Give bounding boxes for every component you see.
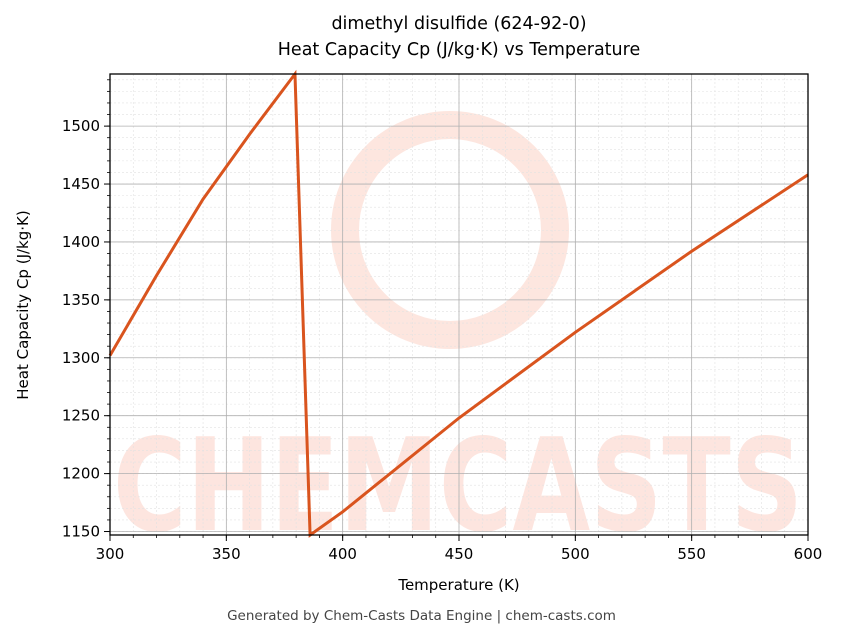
x-tick-label: 350: [212, 545, 241, 563]
axes-frame: [109, 73, 809, 536]
y-tick-label: 1300: [62, 349, 100, 367]
y-tick-label: 1150: [62, 523, 100, 541]
chart-subtitle: Heat Capacity Cp (J/kg·K) vs Temperature: [277, 40, 641, 60]
x-tick-label: 300: [96, 545, 125, 563]
y-tick-label: 1450: [62, 175, 100, 193]
x-axis-label: Temperature (K): [398, 576, 520, 594]
chart-title: dimethyl disulfide (624-92-0): [331, 14, 587, 34]
x-tick-label: 400: [328, 545, 357, 563]
y-tick-label: 1400: [62, 233, 100, 251]
svg-text:CHEMCASTS: CHEMCASTS: [113, 412, 803, 561]
x-tick-label: 500: [561, 545, 590, 563]
y-tick-label: 1350: [62, 291, 100, 309]
watermark: CHEMCASTS: [113, 111, 803, 561]
x-tick-label: 550: [677, 545, 706, 563]
y-tick-label: 1250: [62, 407, 100, 425]
y-axis-label: Heat Capacity Cp (J/kg·K): [14, 210, 32, 400]
x-tick-label: 600: [794, 545, 823, 563]
y-tick-label: 1200: [62, 465, 100, 483]
y-tick-label: 1500: [62, 117, 100, 135]
x-tick-label: 450: [445, 545, 474, 563]
footer-credit: Generated by Chem-Casts Data Engine | ch…: [227, 608, 616, 624]
